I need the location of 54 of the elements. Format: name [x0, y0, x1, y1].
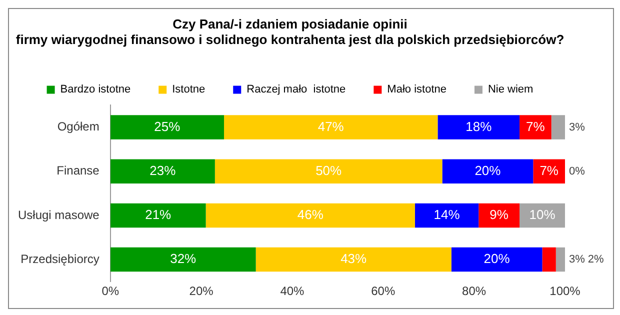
data-label: 7%: [526, 118, 546, 134]
legend-label: Raczej mało istotne: [246, 84, 346, 96]
y-tick-label: Usługi masowe: [18, 208, 100, 222]
bar: [110, 115, 224, 140]
x-tick-label: 0%: [102, 284, 120, 298]
data-label: 20%: [484, 251, 510, 266]
bar: [478, 203, 520, 228]
y-tick-label: Finanse: [56, 164, 100, 178]
bar: [542, 247, 556, 272]
y-tick-label: Przedsiębiorcy: [20, 252, 100, 266]
y-tick-label: Ogółem: [57, 120, 100, 134]
bar: [451, 247, 542, 272]
data-label: 10%: [529, 207, 556, 222]
bar: [520, 115, 552, 140]
data-label: 23%: [150, 162, 176, 178]
data-label: 3%: [569, 121, 586, 134]
data-label: 21%: [145, 207, 172, 222]
data-label: 18%: [466, 118, 492, 134]
bar: [438, 115, 520, 140]
bar: [110, 203, 206, 228]
legend-label: Nie wiem: [488, 84, 534, 96]
data-label: 20%: [474, 162, 502, 178]
data-label: 9%: [490, 207, 509, 222]
bar: [224, 115, 438, 140]
data-label: 47%: [318, 118, 344, 134]
x-tick-label: 60%: [371, 284, 396, 298]
legend-label: Mało istotne: [387, 84, 446, 96]
x-tick-label: 20%: [189, 284, 214, 298]
x-tick-label: 40%: [280, 284, 305, 298]
x-tick-label: 80%: [462, 284, 486, 298]
bar: [110, 247, 256, 272]
data-label: 3%: [569, 254, 586, 266]
data-label: 32%: [170, 251, 197, 266]
legend-label: Istotne: [172, 84, 206, 96]
bar: [214, 159, 442, 184]
bar: [414, 203, 479, 228]
chart-title: Czy Pana/-i zdaniem posiadanie opinii firmy wiarygodnej finansowo i solidnego kontrahenta jest dla polskich przedsiębiorców?: [16, 16, 564, 47]
bar: [110, 159, 215, 184]
bar: [256, 247, 452, 272]
data-label: 0%: [569, 165, 586, 178]
bar: [551, 115, 565, 140]
data-label: 2%: [588, 254, 604, 266]
data-label: 50%: [316, 162, 342, 178]
x-tick-label: 100%: [550, 284, 581, 298]
data-label: 7%: [540, 162, 559, 178]
data-label: 43%: [340, 251, 368, 266]
bar: [442, 159, 534, 184]
data-label: 25%: [154, 118, 181, 134]
bar: [556, 247, 565, 272]
bar: [206, 203, 415, 228]
legend-label: Bardzo istotne: [60, 84, 131, 96]
bar: [533, 159, 565, 184]
data-label: 14%: [434, 207, 460, 222]
data-label: 46%: [297, 207, 324, 222]
